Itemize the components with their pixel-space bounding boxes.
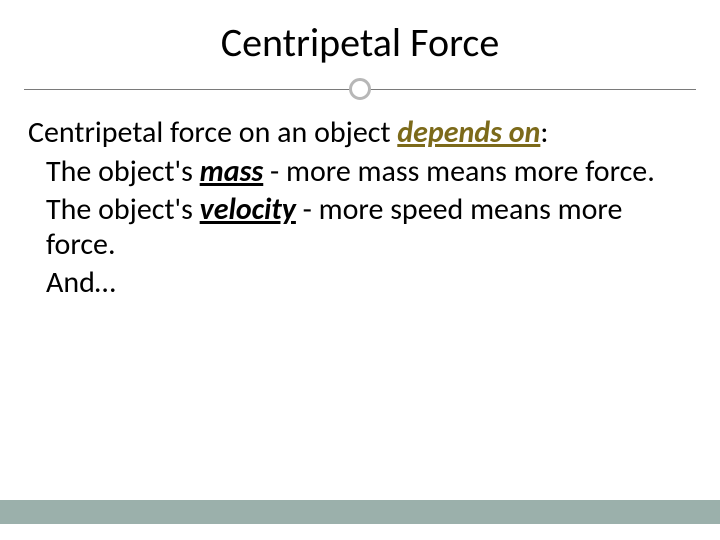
bullet-keyword: mass xyxy=(200,153,264,190)
intro-suffix: : xyxy=(540,114,548,151)
intro-emphasis: depends on xyxy=(397,114,540,151)
slide-title: Centripetal Force xyxy=(24,18,696,67)
bullet-keyword: velocity xyxy=(200,191,296,228)
title-divider xyxy=(24,77,696,101)
bullet-pre: The object's xyxy=(46,191,200,228)
slide-body: Centripetal force on an object depends o… xyxy=(24,115,696,300)
bullet-velocity: The object's velocity - more speed means… xyxy=(28,192,692,263)
intro-prefix: Centripetal force on an object xyxy=(28,114,397,151)
bottom-accent-bar xyxy=(0,500,720,524)
intro-line: Centripetal force on an object depends o… xyxy=(28,115,692,150)
bullet-post: - more mass means more force. xyxy=(263,153,655,190)
divider-circle-icon xyxy=(349,78,371,100)
bullet-mass: The object's mass - more mass means more… xyxy=(28,154,692,189)
bullet-trailing: And… xyxy=(28,265,692,300)
slide-container: Centripetal Force Centripetal force on a… xyxy=(0,0,720,540)
bullet-pre: The object's xyxy=(46,153,200,190)
